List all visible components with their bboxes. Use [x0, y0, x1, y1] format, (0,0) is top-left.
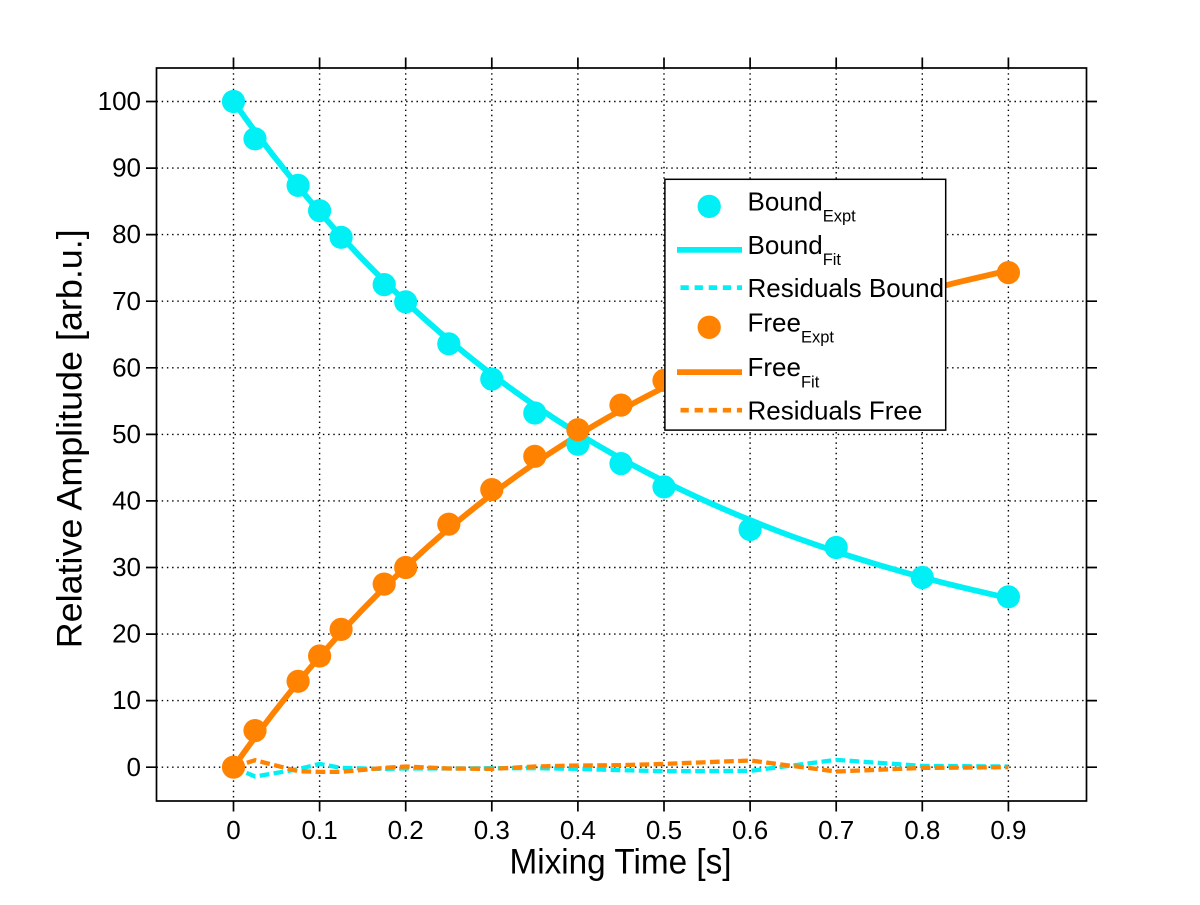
svg-text:Residuals Bound: Residuals Bound: [748, 273, 945, 303]
svg-text:30: 30: [112, 552, 141, 582]
svg-text:10: 10: [112, 685, 141, 715]
svg-text:80: 80: [112, 219, 141, 249]
svg-text:90: 90: [112, 153, 141, 183]
svg-text:40: 40: [112, 486, 141, 516]
svg-text:0.4: 0.4: [560, 815, 596, 845]
svg-text:0: 0: [226, 815, 240, 845]
svg-text:70: 70: [112, 286, 141, 316]
svg-text:0.9: 0.9: [990, 815, 1026, 845]
svg-text:0.2: 0.2: [388, 815, 424, 845]
svg-text:0.6: 0.6: [732, 815, 768, 845]
svg-text:Relative Amplitude [arb.u.]: Relative Amplitude [arb.u.]: [50, 229, 89, 648]
svg-text:0.8: 0.8: [904, 815, 940, 845]
svg-text:0.5: 0.5: [646, 815, 682, 845]
svg-text:50: 50: [112, 419, 141, 449]
svg-text:Mixing Time [s]: Mixing Time [s]: [510, 843, 732, 882]
svg-text:0.1: 0.1: [302, 815, 338, 845]
svg-text:0.7: 0.7: [818, 815, 854, 845]
svg-text:0.3: 0.3: [474, 815, 510, 845]
svg-text:0: 0: [127, 752, 141, 782]
svg-text:60: 60: [112, 352, 141, 382]
svg-text:Residuals Free: Residuals Free: [748, 396, 923, 426]
svg-text:20: 20: [112, 619, 141, 649]
svg-text:100: 100: [98, 86, 141, 116]
